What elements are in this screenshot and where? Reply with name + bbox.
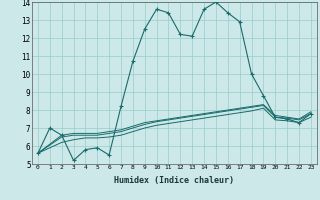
X-axis label: Humidex (Indice chaleur): Humidex (Indice chaleur) (115, 176, 234, 185)
